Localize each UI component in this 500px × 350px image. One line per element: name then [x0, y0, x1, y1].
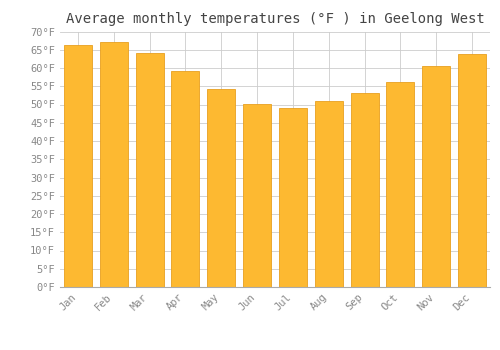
Bar — [422, 66, 450, 287]
Bar — [64, 46, 92, 287]
Bar — [386, 82, 414, 287]
Bar — [100, 42, 128, 287]
Title: Average monthly temperatures (°F ) in Geelong West: Average monthly temperatures (°F ) in Ge… — [66, 12, 484, 26]
Bar — [279, 108, 307, 287]
Bar — [208, 89, 235, 287]
Bar — [243, 104, 271, 287]
Bar — [315, 101, 342, 287]
Bar — [350, 93, 378, 287]
Bar — [172, 71, 200, 287]
Bar — [136, 52, 164, 287]
Bar — [458, 55, 486, 287]
